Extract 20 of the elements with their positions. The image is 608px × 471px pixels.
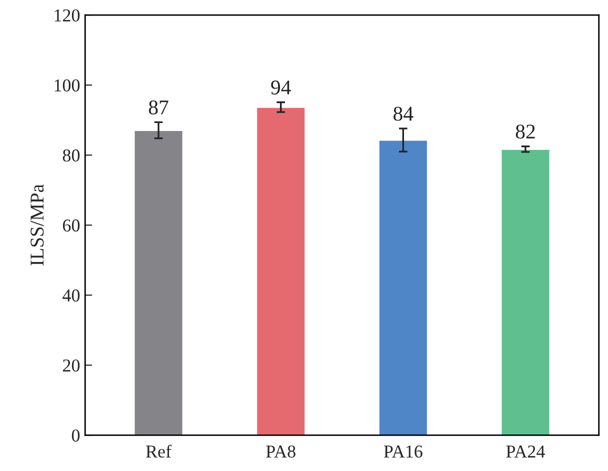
x-tick-label: Ref xyxy=(146,444,172,458)
y-tick-label: 120 xyxy=(54,9,80,22)
x-tick-label: PA24 xyxy=(506,446,545,458)
data-label: 84 xyxy=(394,106,414,121)
y-tick-label: 20 xyxy=(62,359,80,372)
bar xyxy=(500,148,551,436)
data-label: 87 xyxy=(148,100,168,114)
y-tick-label: 60 xyxy=(62,219,80,232)
y-axis-title: ILSS/MPa xyxy=(30,184,44,266)
y-tick-label: 0 xyxy=(72,429,80,442)
y-tick-label: 40 xyxy=(62,289,80,302)
x-tick-label: PA16 xyxy=(384,446,422,458)
bar xyxy=(133,130,184,436)
x-tick-label: PA8 xyxy=(266,445,296,458)
data-label: 94 xyxy=(271,80,291,95)
bar xyxy=(378,139,428,436)
bar xyxy=(256,106,306,436)
y-tick-label: 100 xyxy=(54,79,80,92)
y-tick-label: 80 xyxy=(62,149,80,162)
data-label: 82 xyxy=(516,124,535,139)
